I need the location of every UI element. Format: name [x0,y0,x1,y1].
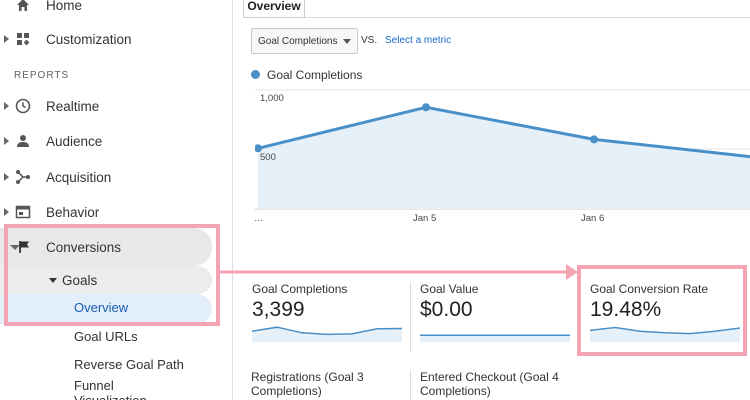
scorecard-title: Goal Completions [252,282,348,296]
sidebar-item-realtime[interactable]: Realtime [0,91,233,121]
scorecard-title: Entered Checkout (Goal 4 Completions) [420,370,559,398]
flag-icon [17,239,33,255]
arrow-head-icon [566,264,578,280]
series-line [257,105,750,159]
data-point[interactable] [422,103,430,112]
scorecard-goal-completions[interactable]: Goal Completions 3,399 [252,282,412,352]
sparkline [420,334,570,342]
scorecard-value: 3,399 [252,298,305,321]
x-tick-label: Jan 5 [413,213,437,224]
highlight-box-sidebar [4,224,220,326]
goal-completions-chart [255,89,750,210]
tab-underline [305,17,750,18]
divider [410,282,411,352]
series-area [258,107,750,209]
legend-label: Goal Completions [267,68,363,82]
sidebar-item-goals[interactable]: Goals [0,265,233,295]
sidebar-item-label: Acquisition [46,169,112,185]
sidebar-item-label: Goals [62,272,98,288]
y-tick-label: 500 [260,152,276,163]
divider [410,370,411,400]
select-metric-link[interactable]: Select a metric [385,35,452,46]
caret-right-icon [4,137,9,145]
metric-select[interactable]: Goal Completions [251,28,358,54]
caret-down-icon [49,277,57,283]
scorecard-title: Goal Value [420,282,479,296]
section-label-reports: REPORTS [14,70,70,81]
tab-overview[interactable]: Overview [243,0,305,18]
sidebar-item-label: Behavior [46,204,100,220]
sidebar-item-customization[interactable]: Customization [0,24,233,54]
sidebar-item-label: Conversions [46,239,122,255]
vs-label: VS. [361,35,378,46]
sidebar-item-behavior[interactable]: Behavior [0,197,233,227]
scorecard-goal-value[interactable]: Goal Value $0.00 [420,282,580,352]
data-point[interactable] [255,144,262,153]
scorecard-title: Goal Conversion Rate [590,282,709,296]
metric-select-value: Goal Completions [258,35,338,47]
y-tick-label: 1,000 [260,93,284,104]
acquisition-icon [15,169,31,185]
scorecard-title: Registrations (Goal 3 Completions) [251,370,364,398]
sidebar-item-home[interactable]: Home [0,0,233,20]
scorecard-value: $0.00 [420,298,473,321]
home-icon [15,0,31,13]
person-icon [15,133,31,149]
sidebar-item-conversions[interactable]: Conversions [0,232,233,262]
sidebar-item-label: Overview [74,300,129,315]
window-icon [15,204,31,220]
series-points [255,103,598,153]
conversions-highlight [0,228,212,266]
sidebar-item-label: Reverse Goal Path [74,357,184,372]
caret-down-icon [10,244,20,250]
tab-label: Overview [247,0,301,13]
sidebar: Home Customization REPORTS Realtime Audi… [0,0,233,400]
sidebar-item-acquisition[interactable]: Acquisition [0,162,233,192]
sidebar-item-label: Audience [46,133,103,149]
caret-right-icon [4,35,9,43]
legend-dot [251,70,260,79]
sidebar-item-label: Customization [46,31,132,47]
scorecard-entered-checkout[interactable]: Entered Checkout (Goal 4 Completions) [420,370,570,398]
caret-right-icon [4,208,9,216]
goals-highlight [0,266,212,294]
highlight-box-conversion-rate [577,265,747,356]
data-point[interactable] [590,135,598,144]
scorecard-goal-conversion-rate[interactable]: Goal Conversion Rate 19.48% [590,282,750,352]
dropdown-arrow-icon [343,39,351,44]
dashboard-icon [15,31,31,47]
sidebar-item-label: Home [46,0,83,13]
caret-right-icon [4,102,9,110]
sparkline [590,326,740,342]
scorecard-value: 19.48% [590,298,662,321]
sidebar-item-label: Realtime [46,98,100,114]
sidebar-item-audience[interactable]: Audience [0,126,233,156]
clock-icon [15,98,31,114]
scorecard-registrations[interactable]: Registrations (Goal 3 Completions) [251,370,381,398]
sparkline [252,326,402,342]
sidebar-item-label: Funnel Visualization [74,378,147,400]
caret-right-icon [4,173,9,181]
overview-highlight [0,294,212,324]
x-tick-label: Jan 6 [581,213,605,224]
sidebar-item-label: Goal URLs [74,329,138,344]
x-tick-label: … [254,213,264,224]
